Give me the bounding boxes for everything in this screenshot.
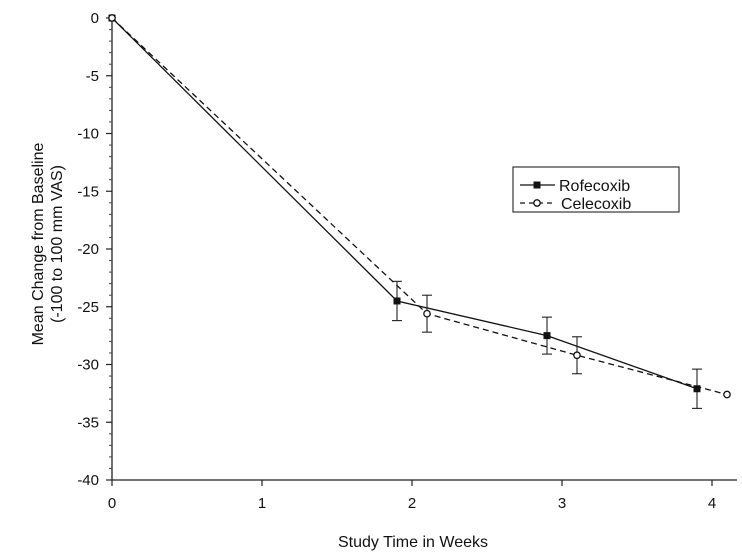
- legend-rofecoxib-label: Rofecoxib: [559, 178, 630, 195]
- x-tick-label: 2: [408, 495, 416, 512]
- legend: Rofecoxib Celecoxib: [512, 166, 680, 213]
- data-point: [693, 385, 701, 393]
- y-tick-label: -35: [77, 414, 99, 431]
- x-tick-label: 3: [558, 495, 566, 512]
- data-point: [393, 297, 401, 305]
- legend-celecoxib-label: Celecoxib: [561, 196, 631, 213]
- series-layer: [108, 14, 731, 409]
- y-axis-title-line-1: Mean Change from Baseline: [30, 143, 47, 346]
- x-ticks: 0 1 2 3 4: [108, 480, 716, 512]
- x-tick-label: 1: [258, 495, 266, 512]
- legend-rofecoxib-marker: [533, 181, 541, 189]
- x-axis-title: Study Time in Weeks: [338, 534, 488, 551]
- data-point: [423, 309, 431, 318]
- y-tick-label: -30: [77, 357, 99, 374]
- axes: [111, 16, 737, 481]
- x-tick-label: 4: [708, 495, 716, 512]
- data-point: [723, 390, 731, 399]
- y-tick-label: 0: [91, 10, 99, 27]
- y-tick-label: -40: [77, 472, 99, 489]
- y-ticks: 0 -5 -10 -15 -20 -25 -30 -35 -40: [77, 10, 112, 489]
- legend-celecoxib-marker: [533, 199, 541, 207]
- series-line-rofecoxib: [111, 17, 698, 390]
- y-axis-title-line-2: (-100 to 100 mm VAS): [49, 165, 66, 323]
- y-tick-label: -5: [86, 68, 99, 85]
- series-celecoxib: [108, 14, 731, 399]
- data-point: [573, 351, 581, 360]
- y-tick-label: -10: [77, 126, 99, 143]
- legend-box: [512, 166, 680, 213]
- data-point: [108, 14, 116, 22]
- series-line-celecoxib: [111, 17, 728, 396]
- y-tick-label: -15: [77, 183, 99, 200]
- data-point: [543, 332, 551, 340]
- y-tick-label: -25: [77, 299, 99, 316]
- y-tick-label: -20: [77, 241, 99, 258]
- x-tick-label: 0: [108, 495, 116, 512]
